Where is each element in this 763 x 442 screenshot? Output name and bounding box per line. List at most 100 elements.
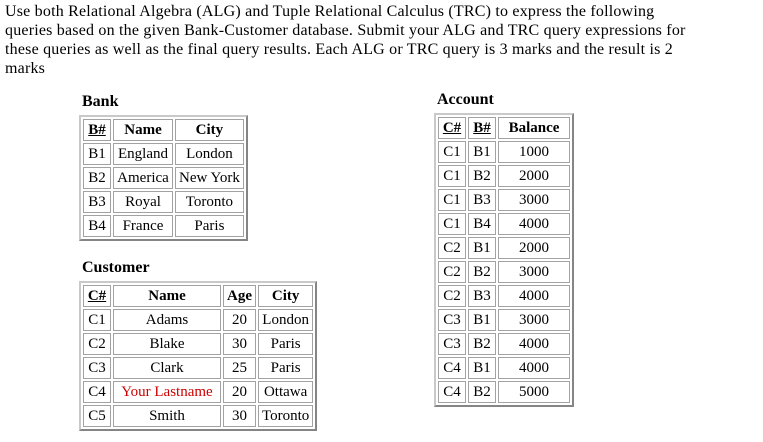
table-cell: 4000 xyxy=(498,213,570,235)
table-cell: B1 xyxy=(468,309,496,331)
table-cell: Your Lastname xyxy=(113,381,221,403)
table-cell: America xyxy=(113,167,173,189)
table-row: C3 B2 4000 xyxy=(438,333,570,355)
table-cell: France xyxy=(113,215,173,237)
customer-table-container: C# Name Age City C1 Adams 20 London C2 Blake 30 Par… xyxy=(79,281,318,431)
account-table: C# B# Balance C1 B1 1000 C1 B2 2000 C1 B3 3000 C1 B4 4… xyxy=(434,113,574,407)
table-cell: 4000 xyxy=(498,333,570,355)
table-cell: B2 xyxy=(468,261,496,283)
column-header: B# xyxy=(468,117,496,139)
instruction-line: marks xyxy=(5,60,46,77)
table-row: C4 Your Lastname 20 Ottawa xyxy=(83,381,314,403)
header-row: C# B# Balance xyxy=(438,117,570,139)
table-row: B2 America New York xyxy=(83,167,244,189)
table-row: B4 France Paris xyxy=(83,215,244,237)
table-cell: B1 xyxy=(468,357,496,379)
table-cell: 2000 xyxy=(498,237,570,259)
table-row: C3 Clark 25 Paris xyxy=(83,357,314,379)
table-cell: Toronto xyxy=(258,405,314,427)
customer-table-title: Customer xyxy=(82,259,150,276)
table-cell: B1 xyxy=(468,237,496,259)
table-cell: 30 xyxy=(223,333,256,355)
table-cell: C3 xyxy=(83,357,111,379)
customer-table-section: Customer C# Name Age City C1 Adams 20 London C2 B… xyxy=(79,259,318,431)
table-cell: C1 xyxy=(438,213,466,235)
table-cell: New York xyxy=(175,167,244,189)
column-header: City xyxy=(258,285,314,307)
table-cell: 4000 xyxy=(498,285,570,307)
table-cell: Blake xyxy=(113,333,221,355)
table-row: C1 B4 4000 xyxy=(438,213,570,235)
table-cell: 3000 xyxy=(498,189,570,211)
bank-table-section: Bank B# Name City B1 England London B2 America N… xyxy=(79,94,248,241)
table-cell: C3 xyxy=(438,309,466,331)
table-cell: C4 xyxy=(438,357,466,379)
table-cell: B3 xyxy=(83,191,111,213)
header-row: C# Name Age City xyxy=(83,285,314,307)
table-cell: B2 xyxy=(468,165,496,187)
account-table-title: Account xyxy=(437,91,494,108)
table-cell: 20 xyxy=(223,309,256,331)
table-cell: Paris xyxy=(175,215,244,237)
table-cell: B3 xyxy=(468,189,496,211)
table-row: C3 B1 3000 xyxy=(438,309,570,331)
bank-table: B# Name City B1 England London B2 America New Yo… xyxy=(79,115,248,241)
table-row: C1 B2 2000 xyxy=(438,165,570,187)
table-cell: C1 xyxy=(83,309,111,331)
table-cell: B1 xyxy=(468,141,496,163)
table-cell: 3000 xyxy=(498,261,570,283)
column-header: Name xyxy=(113,285,221,307)
table-cell: B4 xyxy=(83,215,111,237)
table-cell: 4000 xyxy=(498,357,570,379)
account-table-container: C# B# Balance C1 B1 1000 C1 B2 2000 C1 B3 3000 C1 B4 4… xyxy=(434,113,574,407)
account-table-section: Account C# B# Balance C1 B1 1000 C1 B2 2000 C1 B3 3… xyxy=(434,92,574,407)
question-text: Use both Relational Algebra (ALG) and Tu… xyxy=(5,2,761,78)
table-cell: C1 xyxy=(438,141,466,163)
column-header: C# xyxy=(83,285,111,307)
column-header: Name xyxy=(113,119,173,141)
table-cell: Royal xyxy=(113,191,173,213)
table-cell: C1 xyxy=(438,165,466,187)
table-cell: 20 xyxy=(223,381,256,403)
instruction-line: queries based on the given Bank-Customer… xyxy=(5,22,686,39)
table-cell: C4 xyxy=(438,381,466,403)
customer-table: C# Name Age City C1 Adams 20 London C2 Blake 30 Par… xyxy=(79,281,318,431)
table-row: C2 B3 4000 xyxy=(438,285,570,307)
table-cell: B2 xyxy=(468,381,496,403)
column-header: Age xyxy=(223,285,256,307)
table-row: B3 Royal Toronto xyxy=(83,191,244,213)
table-row: C5 Smith 30 Toronto xyxy=(83,405,314,427)
table-cell: C2 xyxy=(83,333,111,355)
table-cell: C2 xyxy=(438,285,466,307)
table-cell: 5000 xyxy=(498,381,570,403)
column-header: C# xyxy=(438,117,466,139)
table-cell: Paris xyxy=(258,333,314,355)
table-row: C2 B2 3000 xyxy=(438,261,570,283)
table-cell: C2 xyxy=(438,261,466,283)
table-cell: Toronto xyxy=(175,191,244,213)
table-cell: London xyxy=(258,309,314,331)
table-row: C4 B1 4000 xyxy=(438,357,570,379)
table-cell: 30 xyxy=(223,405,256,427)
table-row: C4 B2 5000 xyxy=(438,381,570,403)
table-cell: 3000 xyxy=(498,309,570,331)
table-cell: B2 xyxy=(83,167,111,189)
table-cell: Clark xyxy=(113,357,221,379)
table-row: C2 B1 2000 xyxy=(438,237,570,259)
table-cell: B1 xyxy=(83,143,111,165)
table-cell: London xyxy=(175,143,244,165)
table-cell: Ottawa xyxy=(258,381,314,403)
table-cell: 1000 xyxy=(498,141,570,163)
column-header: City xyxy=(175,119,244,141)
table-cell: Paris xyxy=(258,357,314,379)
table-row: C1 B1 1000 xyxy=(438,141,570,163)
bank-table-container: B# Name City B1 England London B2 America New Yo… xyxy=(79,115,248,241)
table-cell: C3 xyxy=(438,333,466,355)
table-row: B1 England London xyxy=(83,143,244,165)
column-header: B# xyxy=(83,119,111,141)
table-cell: 2000 xyxy=(498,165,570,187)
table-cell: C2 xyxy=(438,237,466,259)
table-cell: Smith xyxy=(113,405,221,427)
table-cell: England xyxy=(113,143,173,165)
instruction-line: these queries as well as the final query… xyxy=(5,41,673,58)
